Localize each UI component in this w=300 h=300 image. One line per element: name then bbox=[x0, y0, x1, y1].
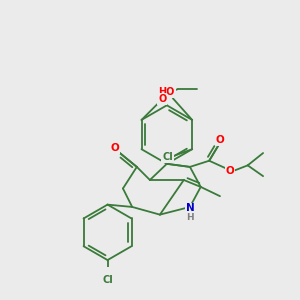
Text: HO: HO bbox=[159, 87, 175, 97]
Text: O: O bbox=[111, 143, 120, 153]
Text: H: H bbox=[186, 213, 194, 222]
Text: O: O bbox=[216, 135, 224, 145]
Text: Cl: Cl bbox=[162, 152, 173, 162]
Text: O: O bbox=[158, 94, 166, 104]
Text: Cl: Cl bbox=[102, 275, 113, 285]
Text: O: O bbox=[226, 166, 234, 176]
Text: N: N bbox=[186, 203, 194, 214]
